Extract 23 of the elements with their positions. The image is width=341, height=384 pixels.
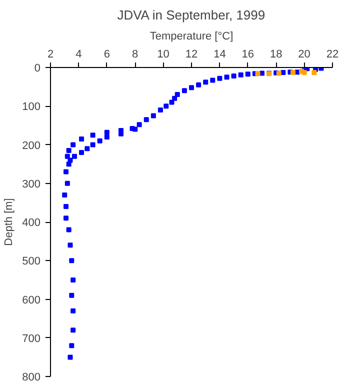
chart-title: JDVA in September, 1999 bbox=[117, 8, 266, 22]
x-tick-label: 10 bbox=[157, 48, 170, 60]
x-tick-label: 18 bbox=[270, 48, 282, 60]
y-tick-label: 500 bbox=[22, 256, 41, 268]
x-tick-label: 4 bbox=[76, 48, 82, 60]
x-tick-label: 20 bbox=[298, 48, 310, 60]
y-tick-label: 100 bbox=[22, 101, 41, 114]
x-axis-title: Temperature [°C] bbox=[150, 30, 234, 42]
y-tick-label: 700 bbox=[22, 332, 41, 345]
x-tick-label: 22 bbox=[326, 48, 339, 60]
x-tick-label: 6 bbox=[104, 48, 110, 60]
y-tick-label: 0 bbox=[34, 62, 41, 74]
y-tick-label: 800 bbox=[22, 372, 41, 384]
x-tick-label: 2 bbox=[47, 48, 54, 60]
y-tick-label: 600 bbox=[22, 294, 41, 306]
x-tick-label: 14 bbox=[214, 48, 226, 60]
x-tick-label: 16 bbox=[242, 48, 254, 60]
y-tick-label: 300 bbox=[22, 178, 41, 190]
x-tick-label: 12 bbox=[185, 48, 198, 60]
y-axis-title: Depth [m] bbox=[3, 198, 16, 246]
y-tick-label: 200 bbox=[22, 140, 41, 152]
x-tick-label: 8 bbox=[132, 48, 138, 60]
y-tick-label: 400 bbox=[22, 217, 41, 229]
